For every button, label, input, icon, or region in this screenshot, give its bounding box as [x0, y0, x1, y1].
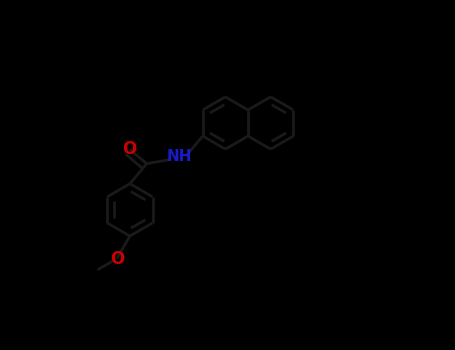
Text: O: O: [110, 250, 124, 268]
Text: NH: NH: [167, 149, 192, 164]
Text: O: O: [122, 140, 137, 159]
